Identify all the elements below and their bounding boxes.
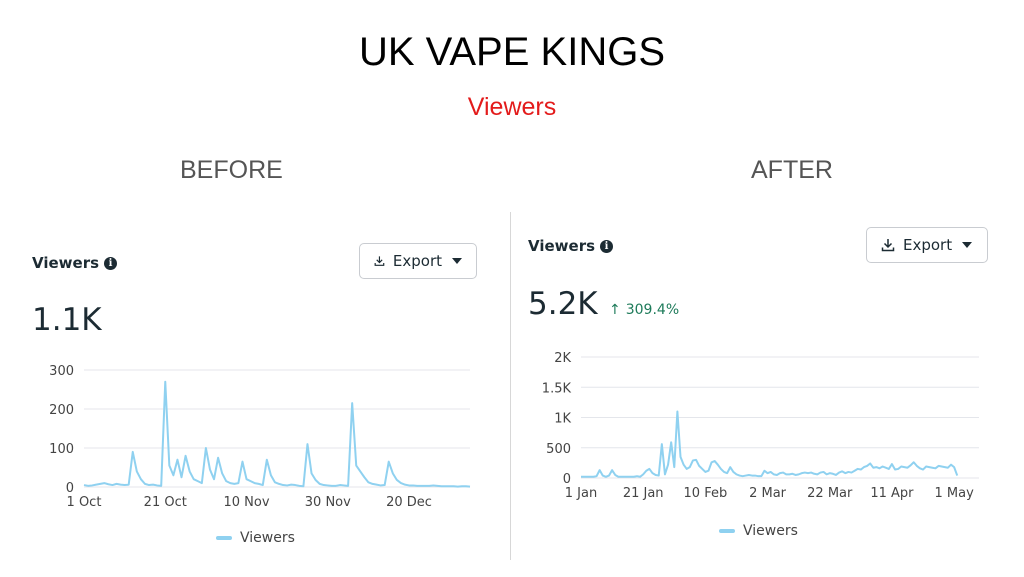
y-tick-label: 200 — [49, 403, 74, 418]
arrow-up-icon: ↑ — [609, 302, 621, 318]
x-tick-label: 2 Mar — [749, 486, 787, 501]
y-tick-label: 1.5K — [542, 381, 572, 396]
card-label: Viewers i — [32, 254, 118, 272]
slide-subtitle: Viewers — [467, 93, 557, 121]
legend-swatch — [719, 529, 735, 533]
card-label-text: Viewers — [32, 254, 100, 272]
x-tick-label: 1 Jan — [565, 486, 597, 501]
chart-legend: Viewers — [719, 523, 798, 539]
viewers-chart: 0 100 200 300 1 Oct 21 Oct 10 Nov 30 Nov 20 Dec — [49, 364, 471, 510]
info-icon[interactable]: i — [104, 256, 118, 270]
change-indicator: ↑ 309.4% — [609, 302, 679, 318]
viewers-chart: 0 500 1K 1.5K 2K 1 Jan 21 Jan 10 Feb 2 Mar 22 Mar… — [542, 351, 979, 501]
export-label: Export — [903, 236, 953, 254]
x-tick-label: 10 Feb — [684, 486, 728, 501]
card-label-text: Viewers — [528, 237, 596, 255]
y-tick-label: 1K — [554, 412, 571, 427]
after-panel: Viewers i Export 5.2K ↑ 309.4% 0 500 1K 1.5… — [515, 214, 1005, 554]
x-tick-label: 11 Apr — [870, 486, 914, 501]
total-value: 1.1K — [32, 302, 102, 338]
y-tick-label: 0 — [66, 481, 74, 496]
legend-label: Viewers — [743, 523, 798, 539]
y-tick-label: 500 — [546, 442, 571, 457]
legend-swatch — [216, 536, 232, 540]
before-panel: Viewers i Export 1.1K 0 100 200 300 1 Oct 21 … — [18, 230, 492, 560]
change-value: 309.4% — [625, 302, 680, 318]
panel-divider — [510, 212, 511, 560]
before-heading: BEFORE — [180, 156, 283, 184]
x-tick-label: 21 Oct — [144, 495, 187, 510]
x-tick-label: 20 Dec — [386, 495, 432, 510]
export-label: Export — [392, 252, 442, 270]
slide-title: UK VAPE KINGS — [358, 30, 665, 74]
export-button[interactable]: Export — [866, 227, 988, 263]
y-tick-label: 2K — [554, 351, 571, 366]
download-icon — [374, 256, 385, 266]
x-tick-label: 21 Jan — [623, 486, 664, 501]
export-button[interactable]: Export — [359, 243, 477, 279]
download-icon — [881, 239, 895, 252]
legend-label: Viewers — [240, 530, 295, 546]
info-icon[interactable]: i — [600, 239, 614, 253]
after-heading: AFTER — [751, 156, 833, 184]
y-tick-label: 300 — [49, 364, 74, 379]
x-tick-label: 1 Oct — [67, 495, 102, 510]
x-tick-label: 22 Mar — [807, 486, 853, 501]
x-tick-label: 1 May — [934, 486, 974, 501]
x-tick-label: 30 Nov — [305, 495, 351, 510]
chart-legend: Viewers — [216, 530, 295, 546]
chevron-down-icon — [452, 258, 462, 264]
chevron-down-icon — [962, 242, 973, 248]
total-value: 5.2K — [528, 286, 598, 322]
card-label: Viewers i — [528, 237, 614, 255]
series-line-viewers — [581, 410, 959, 478]
y-tick-label: 0 — [563, 472, 571, 487]
y-tick-label: 100 — [49, 442, 74, 457]
x-tick-label: 10 Nov — [224, 495, 270, 510]
series-line-viewers — [83, 380, 471, 488]
